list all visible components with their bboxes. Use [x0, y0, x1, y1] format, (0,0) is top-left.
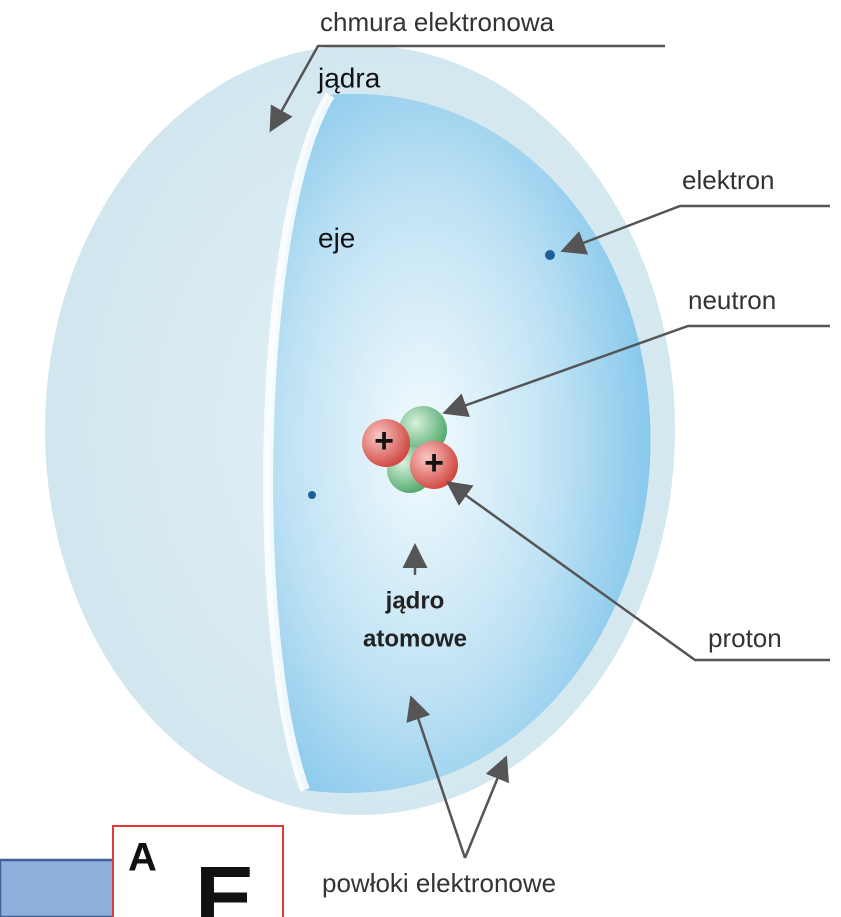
- electron-dot: [308, 491, 316, 499]
- letter: E: [195, 849, 255, 917]
- atom-diagram: + + jądra eje chmura elektronowa elektro…: [0, 0, 841, 917]
- proton-sign: +: [374, 422, 394, 460]
- label: powłoki elektronowe: [322, 868, 556, 898]
- proton-sign: +: [424, 444, 444, 482]
- label: chmura elektronowa: [320, 7, 555, 37]
- label: elektron: [682, 165, 775, 195]
- letter: A: [128, 836, 157, 880]
- left-text: eje: [318, 222, 355, 253]
- nucleus-label: atomowe: [363, 625, 467, 652]
- electron-dot: [545, 250, 555, 260]
- left-text: jądra: [317, 62, 381, 93]
- label: proton: [708, 623, 782, 653]
- label: neutron: [688, 285, 776, 315]
- nucleus-label: jądro: [385, 587, 445, 614]
